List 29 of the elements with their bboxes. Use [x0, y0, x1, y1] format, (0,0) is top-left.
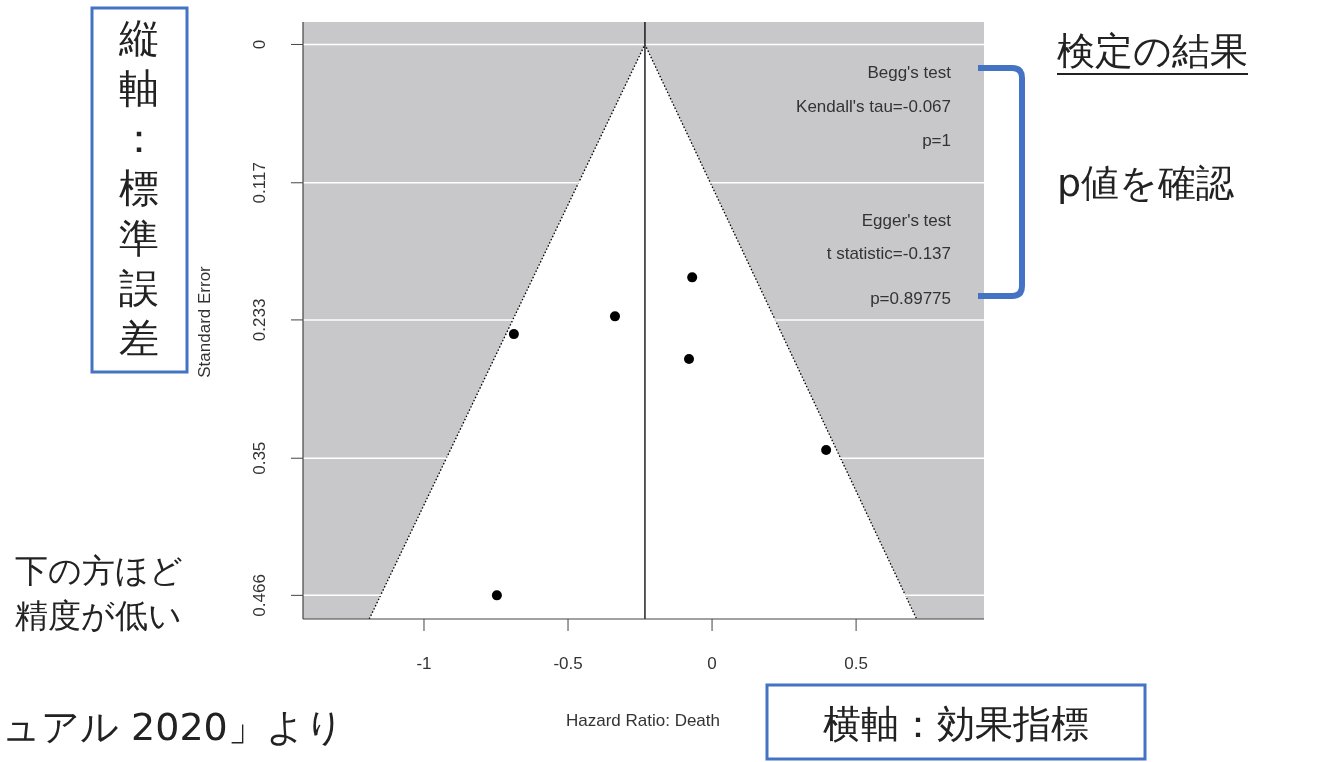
x-tick-label: 0.5 — [844, 654, 868, 673]
x-tick-label: -0.5 — [553, 654, 583, 673]
point — [684, 353, 695, 364]
y-tick-label: 0.35 — [250, 441, 269, 475]
y-tick-label: 0.466 — [250, 574, 269, 617]
y-tick-label: 0.117 — [250, 162, 269, 204]
point — [508, 329, 519, 340]
point — [821, 444, 832, 455]
text: 下の方ほど精度が低い — [15, 551, 183, 635]
annotation: Kendall's tau=-0.067 — [796, 97, 951, 116]
x-axis-title: Hazard Ratio: Death — [565, 711, 721, 730]
y-tick-label: 0.233 — [250, 298, 269, 342]
text: ュアル 2020」より — [2, 705, 344, 749]
point — [687, 272, 698, 283]
y-tick-label: 0 — [250, 39, 269, 50]
text: 検定の結果 — [1057, 29, 1248, 73]
annotation: t statistic=-0.137 — [826, 244, 951, 263]
text: 縦軸：標準誤差 — [118, 15, 159, 361]
annotation: p=1 — [922, 131, 951, 150]
text: p値を確認 — [1057, 161, 1235, 205]
point — [609, 311, 620, 322]
annotation: Egger's test — [861, 211, 952, 230]
text: 横軸：効果指標 — [823, 702, 1089, 746]
x-tick-label: 0 — [707, 654, 717, 673]
annotation: p=0.89775 — [870, 289, 951, 308]
annotation: Begg's test — [867, 63, 952, 82]
x-tick-label: -1 — [416, 654, 432, 673]
y-axis-title: Standard Error — [195, 265, 214, 378]
point — [491, 590, 502, 601]
